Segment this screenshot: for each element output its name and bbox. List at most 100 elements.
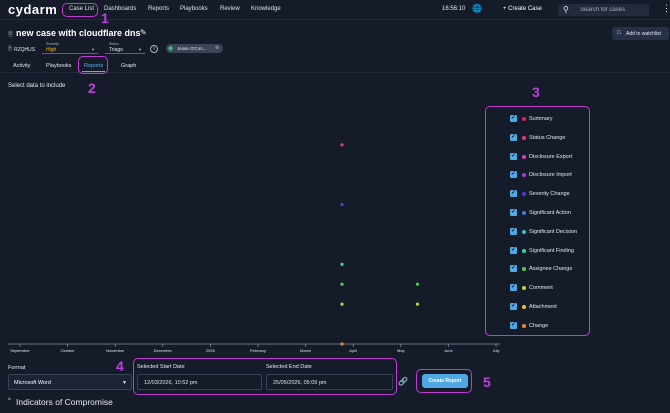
- legend-label: Change: [529, 322, 549, 329]
- x-axis-tick-label: September: [10, 348, 30, 353]
- watchlist-label: Add to watchlist: [626, 31, 662, 37]
- legend-checkbox[interactable]: ✓: [510, 303, 517, 310]
- legend-checkbox[interactable]: ✓: [510, 227, 517, 235]
- legend-checkbox[interactable]: ✓: [510, 152, 517, 160]
- legend-label: Severity Change: [529, 191, 570, 198]
- timeline-chart[interactable]: September October November December 2026 Febr…: [0, 95, 670, 360]
- legend-color-dot: [522, 305, 526, 309]
- tab-activity[interactable]: Activity: [13, 63, 31, 69]
- status-value: Triage: [109, 47, 123, 53]
- copy-id-icon[interactable]: 🗎: [8, 46, 13, 52]
- globe-icon[interactable]: 🌐: [472, 4, 482, 13]
- nav-case-list[interactable]: Case List: [69, 6, 95, 12]
- remove-assignee-icon[interactable]: ⊗: [215, 45, 220, 51]
- search-box[interactable]: ⚲: [558, 4, 649, 16]
- x-axis-tick-label: February: [250, 348, 266, 353]
- assignee-chip[interactable]: J Jesse O'Con... ⊗: [166, 44, 223, 53]
- legend-color-dot: [522, 192, 526, 197]
- x-axis-tick-label: March: [300, 348, 311, 353]
- tab-graph[interactable]: Graph: [121, 63, 137, 69]
- tabs-divider: [0, 72, 670, 73]
- legend-label: Disclosure Export: [529, 153, 573, 160]
- case-title: new case with cloudflare dns: [16, 28, 141, 38]
- legend-color-dot: [522, 173, 526, 178]
- legend-checkbox[interactable]: ✓: [510, 171, 517, 179]
- tab-reports[interactable]: Reports: [84, 63, 104, 69]
- nav-knowledge[interactable]: Knowledge: [251, 6, 281, 12]
- legend-color-dot: [522, 286, 526, 291]
- legend-color-dot: [522, 267, 526, 272]
- legend-label: Comment: [529, 285, 553, 292]
- format-select[interactable]: Microsoft Word ▼: [8, 374, 132, 390]
- create-case-button[interactable]: + Create Case: [503, 6, 542, 12]
- ioc-heading[interactable]: Indicators of Compromise: [16, 397, 113, 407]
- search-icon: ⚲: [563, 5, 569, 14]
- legend-color-dot: [522, 323, 526, 328]
- legend-color-dot: [522, 211, 526, 215]
- nav-review[interactable]: Review: [220, 6, 240, 12]
- annotation-box-1: [62, 3, 98, 17]
- legend-checkbox[interactable]: ✓: [510, 265, 517, 273]
- legend-color-dot: [522, 135, 526, 140]
- legend-checkbox[interactable]: ✓: [510, 190, 517, 198]
- link-icon[interactable]: 🔗: [398, 377, 408, 386]
- clock: 16:56:10: [442, 6, 466, 12]
- legend-color-dot: [522, 117, 526, 121]
- annotation-box-4: [133, 358, 397, 395]
- data-point: [340, 262, 344, 266]
- app-logo[interactable]: cydarm: [8, 2, 58, 17]
- data-point: [340, 282, 344, 286]
- add-to-watchlist-button[interactable]: □ Add to watchlist: [612, 27, 669, 40]
- data-point: [415, 302, 420, 306]
- x-axis-tick-label: April: [349, 348, 357, 353]
- info-icon[interactable]: i: [150, 45, 158, 53]
- search-input[interactable]: [580, 6, 646, 14]
- severity-select[interactable]: Severity High ▼: [42, 42, 98, 54]
- legend-label: Summary: [529, 116, 553, 122]
- annotation-number-3: 3: [532, 84, 540, 100]
- legend-label: Disclosure Import: [529, 172, 572, 179]
- nav-dashboards[interactable]: Dashboards: [104, 6, 137, 12]
- chevron-up-icon[interactable]: ^: [8, 398, 11, 404]
- nav-playbooks[interactable]: Playbooks: [180, 6, 208, 12]
- data-point: [340, 302, 344, 306]
- create-report-button[interactable]: Create Report: [422, 374, 468, 388]
- status-caption: Status: [109, 42, 119, 46]
- x-axis-tick-label: July: [492, 348, 499, 353]
- case-document-icon: 🗎: [8, 32, 13, 38]
- start-date-label: Selected Start Date: [137, 364, 185, 370]
- x-axis-tick-label: May: [397, 348, 405, 353]
- start-date-field[interactable]: 12/03/2026, 10:52 pm: [137, 374, 262, 390]
- end-date-label: Selected End Date: [266, 364, 312, 370]
- legend-checkbox[interactable]: ✓: [510, 246, 517, 254]
- end-date-field[interactable]: 25/05/2026, 05:09 pm: [266, 374, 393, 390]
- legend-checkbox[interactable]: ✓: [510, 321, 517, 329]
- legend-label: Significant Finding: [529, 247, 574, 254]
- severity-value: High: [46, 47, 57, 53]
- severity-caption: Severity: [46, 42, 59, 46]
- legend-checkbox[interactable]: ✓: [510, 284, 517, 292]
- legend-color-dot: [522, 248, 526, 253]
- x-axis-tick-label: November: [106, 348, 125, 353]
- assignee-name: Jesse O'Con...: [177, 46, 207, 51]
- legend-checkbox[interactable]: ✓: [510, 209, 517, 216]
- status-select[interactable]: Status Triage ▼: [105, 42, 145, 54]
- annotation-number-2: 2: [88, 80, 96, 96]
- data-point: [340, 143, 344, 147]
- annotation-number-4: 4: [116, 358, 124, 374]
- data-point: [340, 203, 344, 207]
- tab-playbooks[interactable]: Playbooks: [46, 63, 72, 69]
- bookmark-icon: □: [617, 30, 621, 36]
- edit-pencil-icon[interactable]: ✎: [140, 28, 147, 37]
- x-axis-tick-label: June: [444, 348, 453, 353]
- x-axis-tick-label: October: [60, 348, 75, 353]
- annotation-number-5: 5: [483, 374, 491, 390]
- end-date-value: 25/05/2026, 05:09 pm: [273, 380, 327, 386]
- legend-checkbox[interactable]: ✓: [510, 115, 517, 122]
- annotation-box-2: [78, 56, 108, 74]
- more-options-icon[interactable]: ⋮: [662, 3, 670, 13]
- legend-checkbox[interactable]: ✓: [510, 133, 517, 141]
- chevron-down-icon: ▼: [91, 47, 95, 52]
- format-label: Format: [8, 365, 26, 371]
- nav-reports[interactable]: Reports: [148, 6, 170, 12]
